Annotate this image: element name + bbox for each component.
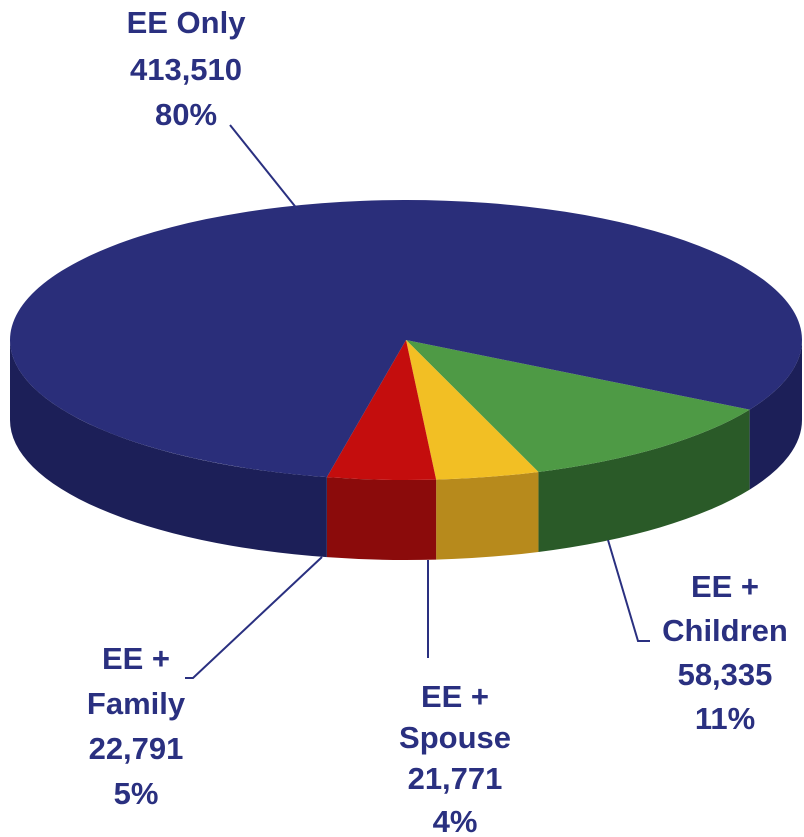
pie-side-ee-only bbox=[10, 340, 327, 558]
slice-percent-spouse: 4% bbox=[433, 804, 478, 837]
slice-label-family-line2: Family bbox=[87, 686, 186, 721]
slice-value-family: 22,791 bbox=[89, 731, 184, 766]
slice-percent-family: 5% bbox=[114, 776, 159, 811]
slice-percent-ee-only: 80% bbox=[155, 97, 217, 132]
pie-side-ee-family bbox=[326, 477, 437, 560]
pie-side-ee-spouse bbox=[436, 471, 539, 560]
leader-line-ee-children bbox=[607, 539, 650, 642]
slice-value-children: 58,335 bbox=[678, 657, 773, 692]
leader-line-ee-only bbox=[229, 124, 299, 211]
pie-side-ee-children bbox=[538, 409, 750, 552]
leader-lines bbox=[185, 124, 650, 679]
pie-slice-ee-spouse bbox=[406, 340, 539, 480]
pie-side-ee-only bbox=[749, 340, 802, 490]
slice-label-ee-only: EE Only bbox=[127, 5, 247, 40]
pie-slice-ee-children bbox=[406, 340, 750, 472]
slice-label-children-line2: Children bbox=[662, 613, 788, 648]
leader-line-ee-family bbox=[185, 556, 323, 679]
slice-label-children-line1: EE + bbox=[691, 569, 759, 604]
slice-label-spouse-line2: Spouse bbox=[399, 720, 511, 755]
pie-slice-ee-only bbox=[10, 199, 803, 478]
slice-percent-children: 11% bbox=[695, 701, 755, 736]
pie-slice-ee-family bbox=[326, 340, 437, 480]
pie-top-faces bbox=[10, 199, 803, 480]
slice-value-spouse: 21,771 bbox=[408, 761, 503, 796]
pie-side-walls bbox=[10, 340, 802, 560]
slice-label-spouse-line1: EE + bbox=[421, 679, 489, 714]
slice-value-ee-only: 413,510 bbox=[130, 52, 242, 87]
slice-label-family-line1: EE + bbox=[102, 641, 170, 676]
